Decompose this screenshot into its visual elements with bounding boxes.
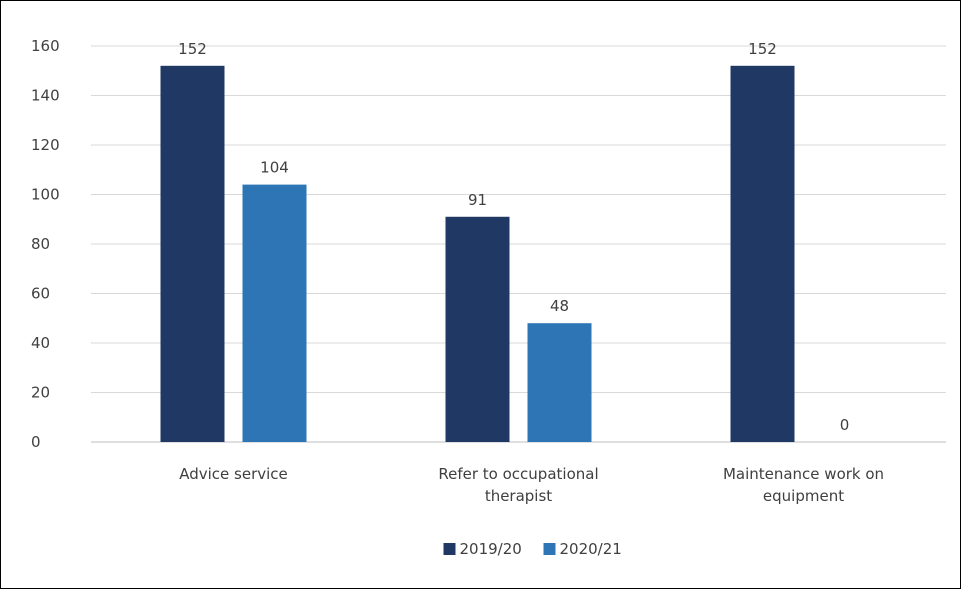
category-label: Refer to occupational therapist xyxy=(438,465,598,505)
category-label-line: Refer to occupational xyxy=(438,465,598,483)
legend-swatch xyxy=(543,543,556,555)
y-tick-label: 100 xyxy=(31,186,60,204)
category-label: Advice service xyxy=(179,465,288,483)
y-axis-ticks: 0 20 40 60 80 100 120 140 160 xyxy=(31,37,60,451)
bars xyxy=(160,65,795,443)
bar xyxy=(527,323,592,442)
bar xyxy=(445,216,510,442)
data-label: 91 xyxy=(468,191,487,209)
data-labels: 152 104 91 48 152 0 xyxy=(178,40,849,434)
category-label-line: Advice service xyxy=(179,465,288,483)
y-tick-label: 20 xyxy=(31,384,50,402)
y-tick-label: 140 xyxy=(31,87,60,105)
legend-label: 2019/20 xyxy=(460,540,522,558)
legend-swatch xyxy=(443,543,456,555)
data-label: 48 xyxy=(550,297,569,315)
legend: 2019/20 2020/21 xyxy=(443,540,622,558)
y-tick-label: 60 xyxy=(31,285,50,303)
category-label-line: equipment xyxy=(763,487,844,505)
category-label-line: therapist xyxy=(485,487,552,505)
data-label: 152 xyxy=(748,40,777,58)
y-tick-label: 160 xyxy=(31,37,60,55)
bar xyxy=(730,65,795,443)
legend-label: 2020/21 xyxy=(560,540,622,558)
y-tick-label: 120 xyxy=(31,136,60,154)
data-label: 104 xyxy=(260,159,289,177)
data-label: 152 xyxy=(178,40,207,58)
category-label: Maintenance work on equipment xyxy=(723,465,884,505)
category-label-line: Maintenance work on xyxy=(723,465,884,483)
y-tick-label: 40 xyxy=(31,334,50,352)
bar xyxy=(160,65,225,443)
y-tick-label: 80 xyxy=(31,235,50,253)
data-label: 0 xyxy=(840,416,850,434)
gridlines xyxy=(91,45,946,443)
category-labels: Advice service Refer to occupational thera… xyxy=(179,465,884,505)
y-tick-label: 0 xyxy=(31,433,41,451)
bar xyxy=(242,184,307,442)
